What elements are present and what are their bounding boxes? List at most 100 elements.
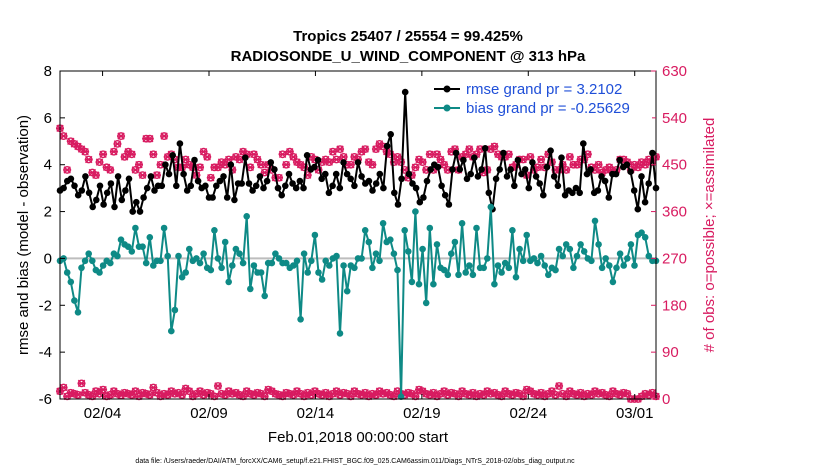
rmse-data-point bbox=[74, 191, 82, 199]
x-axis: 02/04 02/09 02/14 02/19 02/24 03/01 bbox=[84, 71, 653, 422]
obs-assimilated-marker bbox=[59, 383, 68, 392]
obs-possible-marker bbox=[95, 158, 104, 166]
bias-data-point bbox=[114, 252, 121, 260]
bias-data-point bbox=[74, 309, 82, 316]
y2-tick-label: 0 bbox=[662, 391, 670, 408]
rmse-data-point bbox=[623, 161, 631, 168]
rmse-data-point bbox=[645, 180, 652, 187]
bias-data-point bbox=[516, 245, 523, 253]
y2-tick-label: 90 bbox=[662, 344, 679, 361]
rmse-data-point bbox=[260, 184, 267, 192]
rmse-data-point bbox=[143, 184, 151, 192]
bias-data-point bbox=[297, 316, 304, 323]
bias-data-point bbox=[160, 224, 168, 232]
bias-data-point bbox=[613, 264, 620, 272]
obs-possible-marker bbox=[91, 171, 100, 179]
bias-data-point bbox=[311, 231, 319, 239]
bias-data-point bbox=[397, 393, 405, 401]
rmse-data-point bbox=[438, 182, 445, 190]
rmse-data-point bbox=[329, 182, 336, 190]
bias-data-point bbox=[616, 250, 624, 257]
bias-data-point bbox=[537, 252, 545, 260]
rmse-data-point bbox=[612, 170, 620, 178]
bias-data-point bbox=[358, 255, 365, 262]
y-axis-left: -6 -4 -2 0 2 4 6 8 bbox=[39, 63, 65, 408]
rmse-data-point bbox=[129, 208, 136, 215]
obs-possible-marker bbox=[368, 161, 377, 169]
x-tick-label: 02/24 bbox=[510, 405, 548, 422]
bias-data-point bbox=[501, 259, 509, 267]
rmse-data-point bbox=[336, 184, 344, 192]
bias-data-point bbox=[620, 262, 627, 269]
obs-assimilated-marker bbox=[213, 382, 222, 390]
bias-data-point bbox=[361, 227, 369, 234]
bias-data-point bbox=[89, 257, 96, 265]
obs-possible-marker bbox=[149, 150, 158, 158]
bias-data-point bbox=[211, 227, 218, 234]
bias-data-point bbox=[78, 264, 85, 272]
rmse-data-point bbox=[296, 177, 304, 185]
y-tick-label: 6 bbox=[44, 110, 52, 127]
bias-data-point bbox=[405, 248, 412, 255]
rmse-data-point bbox=[485, 189, 493, 197]
obs-possible-marker bbox=[138, 171, 147, 179]
bias-data-point bbox=[85, 250, 92, 257]
obs-possible-marker bbox=[465, 145, 474, 153]
obs-possible-marker bbox=[325, 158, 334, 166]
obs-possible-marker bbox=[565, 153, 574, 161]
series-layer bbox=[56, 88, 660, 401]
bias-data-point bbox=[300, 250, 308, 257]
obs-possible-marker bbox=[206, 174, 215, 182]
bias-data-point bbox=[455, 271, 462, 279]
bias-data-point bbox=[146, 234, 154, 241]
obs-possible-marker bbox=[81, 148, 90, 156]
rmse-data-point bbox=[434, 163, 442, 171]
y-tick-label: 2 bbox=[44, 204, 52, 221]
bias-data-point bbox=[171, 306, 179, 314]
rmse-data-point bbox=[427, 166, 435, 173]
rmse-data-point bbox=[314, 156, 322, 164]
rmse-data-point bbox=[325, 189, 333, 197]
bias-data-point bbox=[512, 273, 520, 281]
bias-data-point bbox=[573, 252, 581, 260]
rmse-data-point bbox=[594, 187, 602, 194]
rmse-data-point bbox=[147, 173, 155, 180]
rmse-data-point bbox=[474, 173, 482, 180]
bias-data-point bbox=[282, 259, 290, 267]
rmse-data-point bbox=[125, 175, 133, 183]
rmse-data-point bbox=[136, 208, 144, 215]
bias-data-point bbox=[387, 236, 394, 243]
rmse-data-point bbox=[405, 170, 413, 178]
rmse-data-point bbox=[514, 156, 522, 164]
rmse-data-point bbox=[460, 156, 467, 164]
obs-possible-marker bbox=[235, 155, 244, 164]
rmse-data-point bbox=[285, 170, 293, 178]
rmse-data-point bbox=[249, 187, 256, 194]
bias-data-point bbox=[595, 241, 602, 248]
rmse-data-point bbox=[492, 175, 500, 183]
y2-tick-label: 540 bbox=[662, 110, 687, 127]
bias-data-point bbox=[419, 245, 426, 253]
x-tick-label: 02/04 bbox=[84, 405, 122, 422]
bias-data-point bbox=[631, 262, 638, 269]
rmse-data-point bbox=[78, 187, 86, 194]
rmse-data-point bbox=[245, 180, 253, 187]
rmse-data-point bbox=[409, 180, 416, 187]
bias-data-point bbox=[372, 250, 380, 257]
rmse-data-point bbox=[183, 187, 191, 194]
rmse-data-point bbox=[550, 173, 558, 180]
rmse-data-point bbox=[529, 159, 536, 166]
rmse-data-point bbox=[452, 149, 460, 157]
bias-data-point bbox=[466, 262, 473, 269]
bias-data-point bbox=[638, 229, 645, 236]
bias-data-point bbox=[336, 330, 344, 337]
obs-assimilated-marker bbox=[99, 385, 108, 394]
obs-possible-marker bbox=[99, 150, 108, 158]
bias-data-point bbox=[117, 236, 125, 243]
rmse-data-point bbox=[583, 170, 591, 178]
obs-possible-marker bbox=[336, 145, 345, 153]
rmse-data-point bbox=[558, 154, 565, 161]
bias-data-point bbox=[570, 264, 577, 272]
bias-data-point bbox=[440, 266, 448, 274]
bias-data-point bbox=[645, 252, 653, 260]
